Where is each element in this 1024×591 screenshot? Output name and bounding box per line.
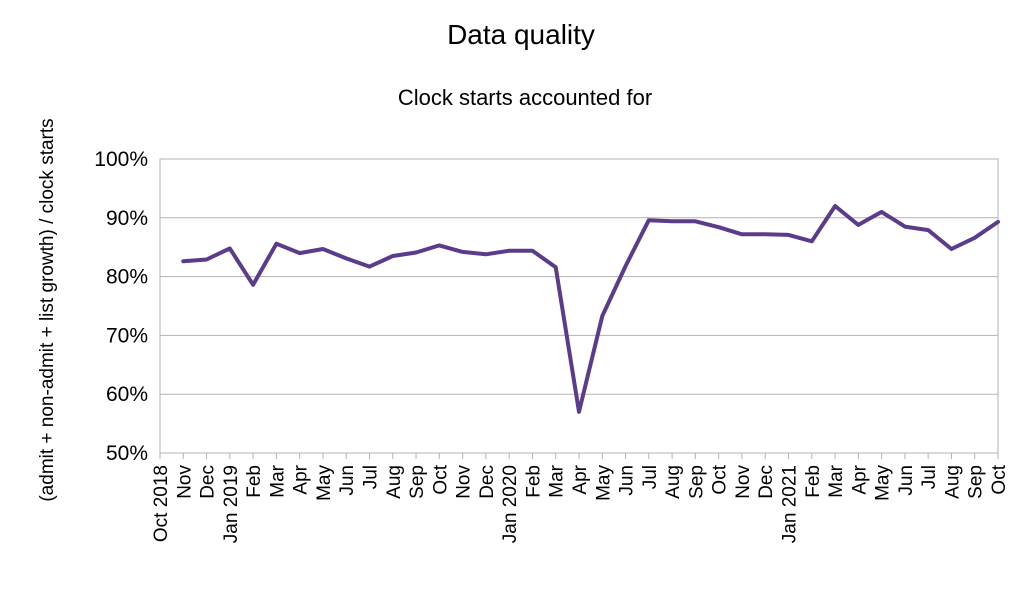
y-tick-label: 90%	[106, 207, 148, 230]
x-tick-label: Jun	[337, 465, 358, 496]
data-point	[600, 314, 604, 318]
x-tick-label: Sep	[686, 465, 707, 499]
y-axis-label: (admit + non-admit + list growth) / cloc…	[37, 118, 58, 501]
data-point	[647, 218, 651, 222]
x-tick-label: Nov	[174, 465, 195, 499]
series-line	[181, 204, 1000, 414]
x-tick-label: Feb	[803, 465, 824, 498]
series-group	[181, 204, 1000, 414]
x-tick-label: Jan 2020	[500, 465, 521, 543]
x-axis-ticks: Oct 2018 Nov Dec Jan 2019 Feb Mar Apr May Jun Jul…	[151, 453, 1010, 543]
x-tick-label: Oct 2018	[151, 465, 172, 542]
data-point	[670, 219, 674, 223]
x-tick-label: Jul	[361, 465, 382, 489]
x-tick-label: Jan 2021	[780, 465, 801, 543]
data-point	[740, 232, 744, 236]
x-tick-label: May	[873, 465, 894, 501]
data-point	[368, 265, 372, 269]
x-tick-label: Mar	[826, 464, 847, 497]
data-point	[949, 247, 953, 251]
data-point	[763, 232, 767, 236]
x-tick-label: Oct	[710, 464, 731, 494]
x-tick-label: May	[314, 465, 335, 501]
data-point	[298, 251, 302, 255]
data-point	[693, 219, 697, 223]
y-axis-ticks: 50% 60% 70% 80% 90% 100%	[94, 148, 148, 465]
data-point	[577, 410, 581, 414]
y-tick-label: 50%	[106, 442, 148, 465]
x-tick-label: Jul	[919, 465, 940, 489]
data-point	[996, 220, 1000, 224]
data-point	[251, 283, 255, 287]
data-point	[926, 228, 930, 232]
x-tick-label: Jul	[640, 465, 661, 489]
data-point	[205, 258, 209, 262]
x-tick-label: Apr	[849, 464, 870, 494]
x-tick-label: Apr	[291, 464, 312, 494]
data-point	[554, 265, 558, 269]
data-point	[437, 243, 441, 247]
x-tick-label: Jan 2019	[221, 465, 242, 543]
chart-title: Data quality	[447, 19, 595, 50]
data-point	[344, 256, 348, 260]
data-point	[717, 225, 721, 229]
data-point	[856, 223, 860, 227]
x-tick-label: Jun	[617, 465, 638, 496]
data-point	[507, 249, 511, 253]
x-tick-label: Sep	[966, 465, 987, 499]
data-point	[530, 249, 534, 253]
x-tick-label: Feb	[523, 465, 544, 498]
x-tick-label: Dec	[198, 465, 219, 499]
x-tick-label: Dec	[756, 465, 777, 499]
x-tick-label: Aug	[384, 465, 405, 499]
y-tick-label: 80%	[106, 266, 148, 289]
data-point	[321, 247, 325, 251]
data-point	[624, 264, 628, 268]
y-tick-label: 60%	[106, 383, 148, 406]
x-tick-label: Aug	[942, 465, 963, 499]
data-point	[461, 250, 465, 254]
x-tick-label: Jun	[896, 465, 917, 496]
x-tick-label: Aug	[663, 465, 684, 499]
data-point	[274, 242, 278, 246]
data-point	[880, 210, 884, 214]
x-tick-label: May	[593, 465, 614, 501]
data-point	[391, 254, 395, 258]
x-tick-label: Mar	[267, 464, 288, 497]
x-tick-label: Sep	[407, 465, 428, 499]
data-point	[833, 204, 837, 208]
x-tick-label: Mar	[547, 464, 568, 497]
data-point	[484, 252, 488, 256]
x-tick-label: Dec	[477, 465, 498, 499]
data-point	[181, 259, 185, 263]
data-point	[973, 236, 977, 240]
x-tick-label: Nov	[733, 465, 754, 499]
data-point	[414, 250, 418, 254]
y-tick-label: 100%	[94, 148, 148, 171]
x-tick-label: Nov	[454, 465, 475, 499]
x-tick-label: Apr	[570, 464, 591, 494]
data-point	[903, 225, 907, 229]
x-tick-label: Oct	[989, 464, 1010, 494]
x-tick-label: Feb	[244, 465, 265, 498]
x-tick-label: Oct	[430, 464, 451, 494]
y-tick-label: 70%	[106, 324, 148, 347]
data-point	[810, 239, 814, 243]
data-point	[228, 246, 232, 250]
chart-subtitle: Clock starts accounted for	[398, 85, 652, 110]
data-point	[787, 233, 791, 237]
